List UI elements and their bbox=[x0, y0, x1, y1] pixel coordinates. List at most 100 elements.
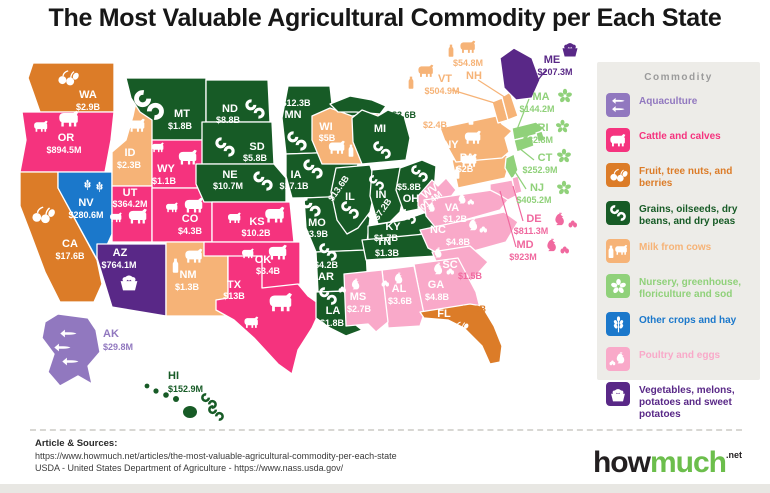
state-label: OK bbox=[255, 254, 272, 266]
state-value: $894.5M bbox=[46, 145, 81, 155]
state-label: MN bbox=[284, 109, 301, 121]
state-label: WA bbox=[79, 89, 97, 101]
state-value: $3.4B bbox=[256, 266, 281, 276]
ma-pointer-line bbox=[515, 98, 530, 133]
state-label: AZ bbox=[113, 247, 128, 259]
state-value: $764.1M bbox=[101, 260, 136, 270]
cattle-swatch bbox=[606, 128, 630, 152]
state-label: NE bbox=[222, 169, 237, 181]
state-nj bbox=[504, 153, 519, 181]
state-value: $1.8B bbox=[320, 318, 345, 328]
legend-item-aquaculture: Aquaculture bbox=[606, 93, 751, 117]
legend-item-fruit: Fruit, tree nuts, and berries bbox=[606, 163, 751, 190]
state-value: $1.8B bbox=[168, 121, 193, 131]
state-ak bbox=[41, 313, 101, 387]
state-value: $1.7B bbox=[374, 233, 399, 243]
state-labels: WA$2.9B OR$894.5M CA$17.6B NV$280.6M ID$… bbox=[46, 89, 474, 328]
state-label: NV bbox=[78, 197, 94, 209]
state-label: MS bbox=[350, 291, 367, 303]
legend-label: Cattle and calves bbox=[639, 131, 721, 142]
state-value: $5B bbox=[319, 133, 336, 143]
chicken-icon bbox=[555, 212, 564, 226]
howmuch-logo: howmuch.net bbox=[593, 446, 742, 480]
state-label: CA bbox=[62, 238, 78, 250]
state-value: $1.5B bbox=[458, 271, 483, 281]
ri-pointer-line bbox=[522, 129, 535, 141]
state-label: AK bbox=[103, 328, 119, 340]
state-value: $17.1B bbox=[279, 181, 309, 191]
state-value: $1.3B bbox=[375, 248, 400, 258]
milk-bottle-icon bbox=[116, 126, 123, 141]
state-value: $5.8B bbox=[397, 182, 422, 192]
legend-item-nursery: Nursery, greenhouse, floriculture and so… bbox=[606, 274, 751, 301]
state-label: WY bbox=[157, 163, 175, 175]
state-label: TN bbox=[377, 236, 392, 248]
legend-label: Fruit, tree nuts, and berries bbox=[639, 166, 733, 189]
state-label: AL bbox=[392, 283, 407, 295]
state-label: OR bbox=[58, 132, 75, 144]
state-value: $144.2M bbox=[519, 104, 554, 114]
vegetable-basket-icon bbox=[562, 43, 578, 57]
me-pointer-line bbox=[537, 69, 547, 81]
legend-panel: Commodity Aquaculture Cattle and calves … bbox=[597, 62, 760, 420]
fruit-swatch bbox=[606, 163, 630, 187]
state-label: NC bbox=[430, 224, 446, 236]
fruit-icon bbox=[609, 167, 628, 183]
state-md bbox=[489, 179, 517, 201]
state-label: UT bbox=[123, 187, 138, 199]
state-nh bbox=[501, 91, 519, 121]
state-label: CT bbox=[538, 152, 553, 164]
state-value: $364.2M bbox=[112, 199, 147, 209]
legend-label: Poultry and eggs bbox=[639, 350, 721, 361]
state-label: NJ bbox=[530, 182, 544, 194]
state-label: ID bbox=[125, 147, 136, 159]
bottom-bar bbox=[0, 484, 770, 493]
state-me bbox=[499, 47, 541, 101]
state-label: KS bbox=[249, 216, 264, 228]
legend-label: Milk from cows bbox=[639, 242, 712, 253]
page-title: The Most Valuable Agricultural Commodity… bbox=[48, 4, 722, 32]
logo-much: much bbox=[649, 446, 727, 479]
milk-bottle-icon bbox=[448, 44, 454, 57]
state-value: $1.2B bbox=[443, 214, 468, 224]
state-label: MA bbox=[532, 91, 549, 103]
state-label: AR bbox=[318, 271, 334, 283]
grains-swatch bbox=[606, 201, 630, 225]
state-value: $2.7B bbox=[347, 304, 372, 314]
state-value: $3.9B bbox=[304, 229, 329, 239]
state-label: SD bbox=[249, 141, 264, 153]
flower-icon bbox=[555, 119, 570, 134]
state-value: $504.9M bbox=[424, 86, 459, 96]
footer-divider bbox=[30, 429, 742, 431]
cow-icon bbox=[460, 40, 476, 53]
chicken-icon bbox=[547, 238, 556, 252]
aquaculture-swatch bbox=[606, 93, 630, 117]
wheat-icon bbox=[610, 316, 627, 333]
legend-item-other-crops: Other crops and hay bbox=[606, 312, 751, 336]
vt-pointer-line bbox=[451, 89, 499, 105]
state-label: PA bbox=[460, 152, 475, 164]
legend-label: Other crops and hay bbox=[639, 315, 737, 326]
state-label: NM bbox=[179, 269, 196, 281]
state-label: ME bbox=[544, 54, 561, 66]
state-label: VT bbox=[438, 73, 452, 85]
vegetables-swatch bbox=[606, 382, 630, 406]
state-value: $54.8M bbox=[453, 58, 483, 68]
state-label: HI bbox=[168, 370, 179, 382]
state-label: NY bbox=[443, 139, 459, 151]
state-value: $5.8B bbox=[243, 153, 268, 163]
state-label: VA bbox=[445, 202, 460, 214]
state-value: $13B bbox=[223, 291, 245, 301]
footer-article-url: https://www.howmuch.net/articles/the-mos… bbox=[35, 451, 397, 461]
fish-icon bbox=[612, 97, 625, 113]
legend-label: Nursery, greenhouse, floriculture and so… bbox=[639, 277, 742, 300]
state-label: FL bbox=[437, 308, 451, 320]
state-label: WI bbox=[319, 121, 332, 133]
state-value: $10.7M bbox=[213, 181, 243, 191]
state-value: $280.6M bbox=[68, 210, 103, 220]
footer: Article & Sources: https://www.howmuch.n… bbox=[35, 438, 397, 475]
state-label: MO bbox=[308, 217, 326, 229]
other-crops-swatch bbox=[606, 312, 630, 336]
state-value: $4.8B bbox=[425, 292, 450, 302]
